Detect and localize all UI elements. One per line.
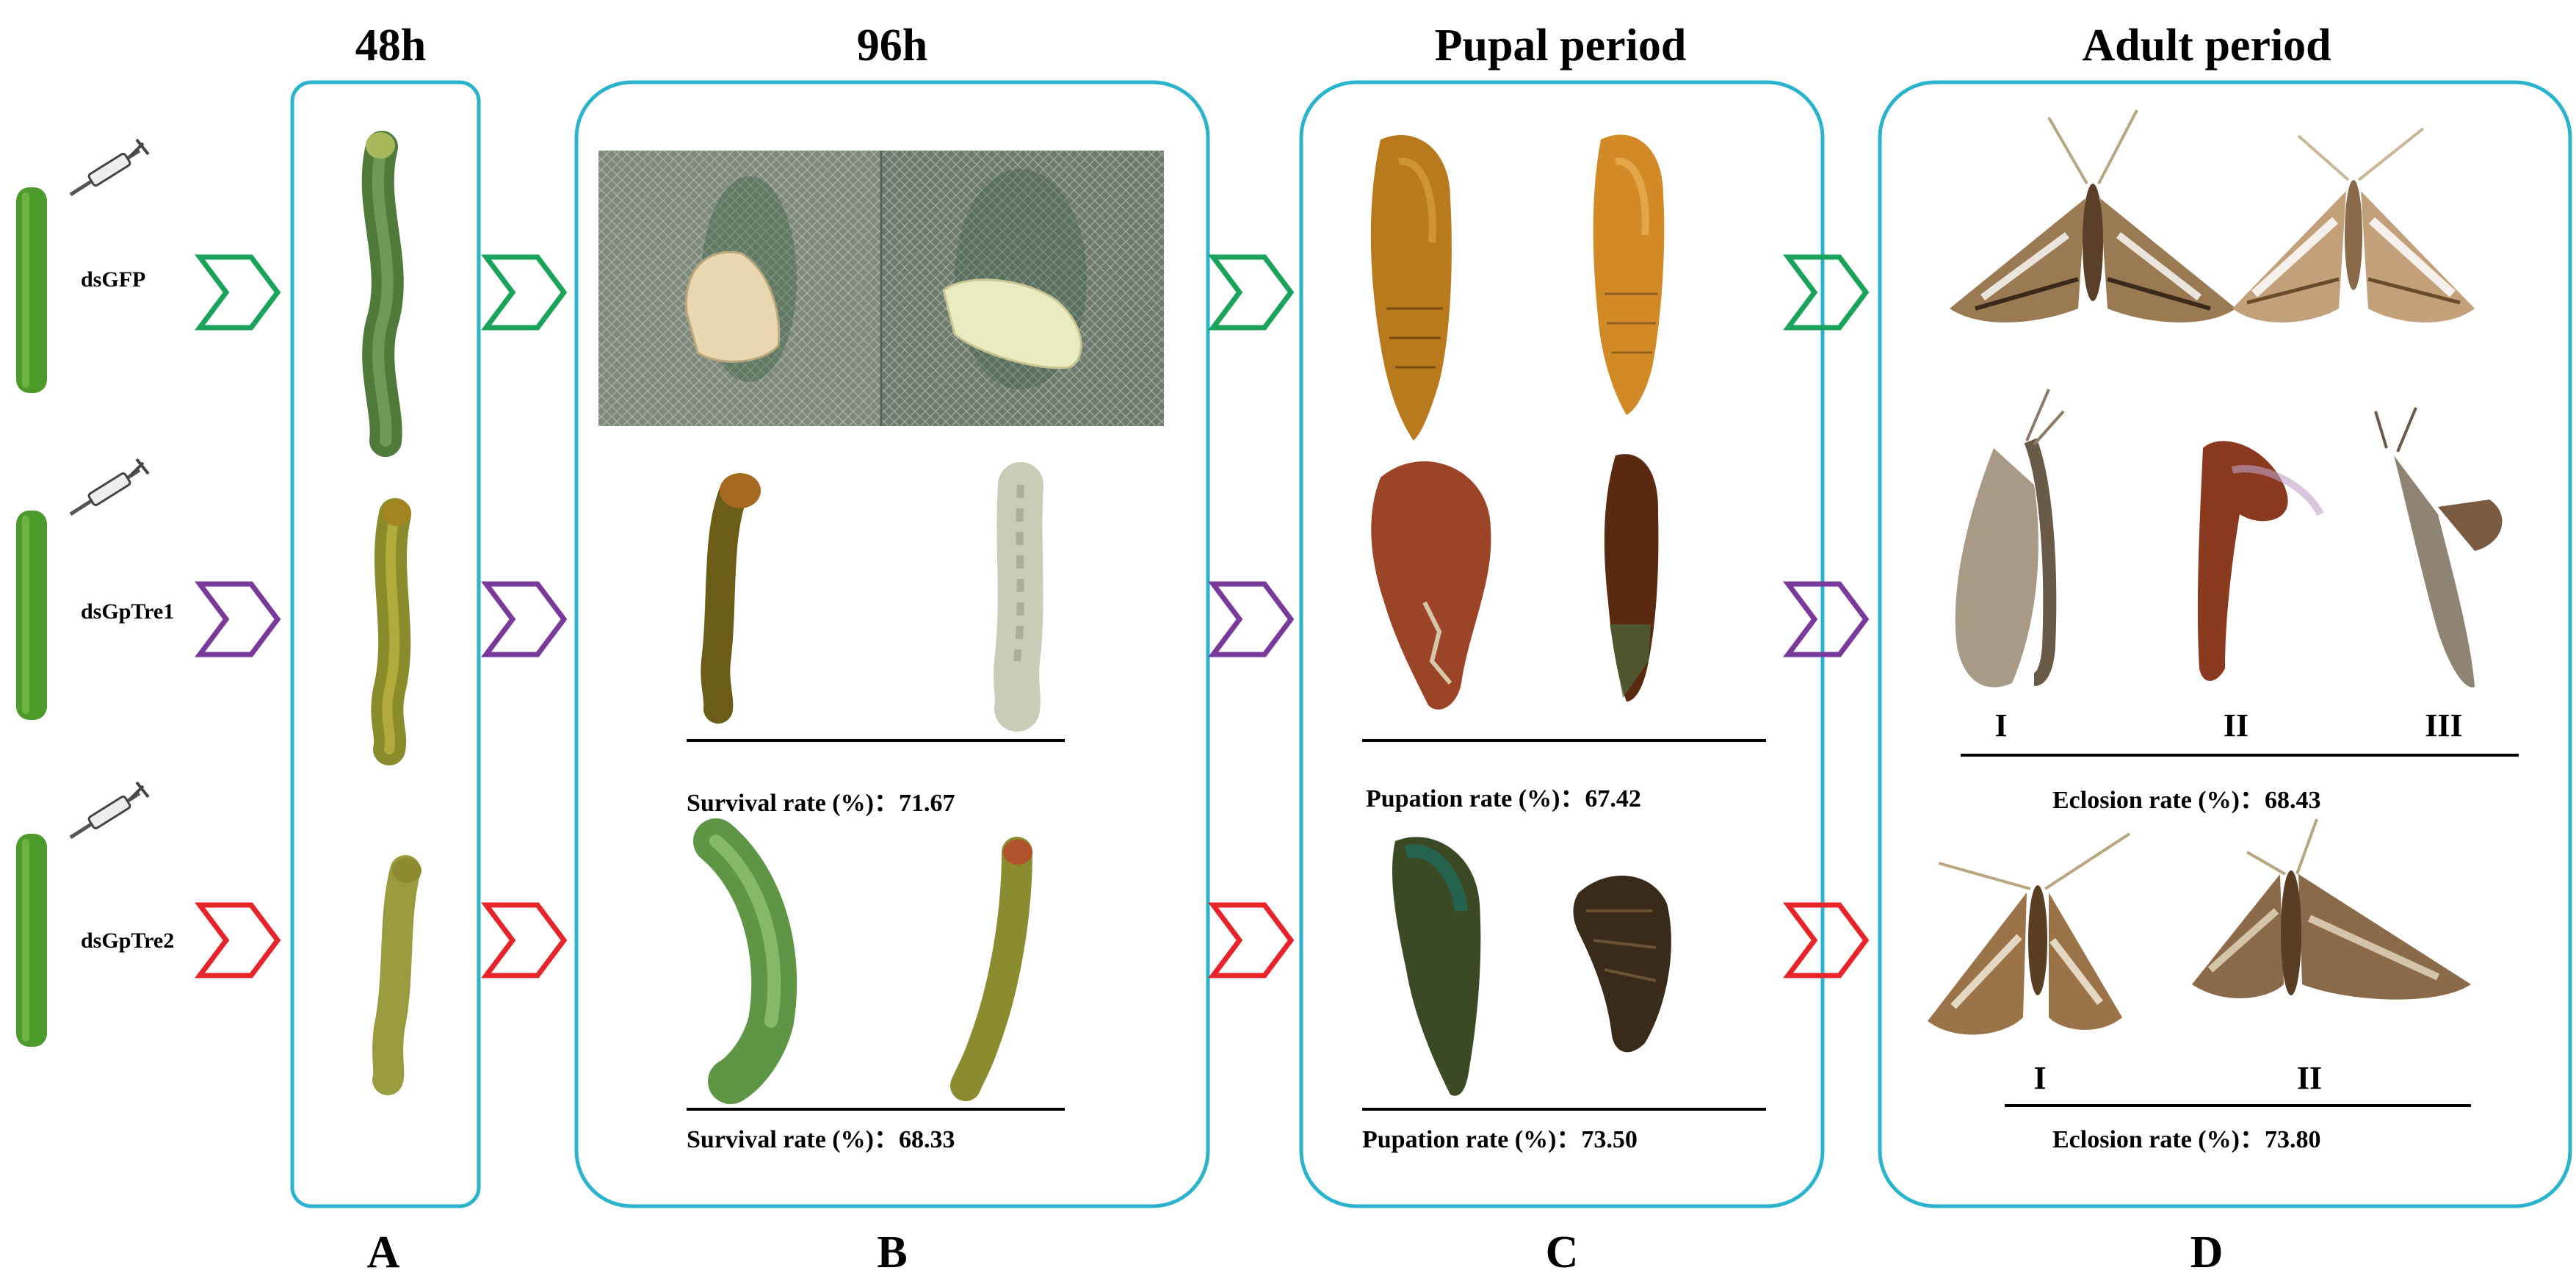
syringe-icon (69, 458, 150, 516)
moth-dsgfp-a (1950, 109, 2236, 322)
injected-larva-dsgptre2: dsGpTre2 (16, 781, 174, 1047)
column-title-adult: Adult period (2082, 21, 2331, 71)
phenotype-label-iii: III (2425, 707, 2462, 743)
panel-box-d (1878, 80, 2572, 1208)
treatment-label-dsgfp: dsGFP (81, 267, 145, 292)
pupa-dsgptre1-b (1604, 454, 1659, 702)
chevron-icon (481, 581, 568, 657)
panel-label-b: B (877, 1227, 907, 1277)
chevron-icon (1783, 902, 1870, 978)
chevron-icon (195, 902, 281, 978)
panel-box-a (290, 80, 481, 1208)
larva-96h-dsgptre1-a (701, 473, 761, 724)
moth-dsgptre1-iii (2374, 407, 2503, 688)
chevron-icon (1208, 254, 1295, 331)
moth-dsgptre2-i (1928, 832, 2131, 1035)
treatment-label-dsgptre2: dsGpTre2 (81, 929, 174, 953)
phenotype-label-ii: II (2224, 707, 2248, 743)
moth-dsgptre2-ii (2192, 818, 2471, 1000)
pupa-dsgptre2-a (1392, 837, 1481, 1096)
chevron-icon (195, 254, 281, 331)
survival-rate-dsgptre1: Survival rate (%)：71.67 (687, 790, 955, 817)
pupation-rate-dsgptre2: Pupation rate (%)：73.50 (1362, 1126, 1638, 1153)
chevron-icon (1783, 254, 1870, 331)
injected-larva-dsgfp: dsGFP (16, 138, 150, 393)
pupa-dsgfp-a (1370, 134, 1452, 441)
chevron-arrows (195, 254, 1870, 978)
moth-dsgfp-b (2232, 127, 2475, 322)
syringe-icon (69, 138, 150, 197)
larva-48h-dsgfp (361, 131, 404, 457)
moth-dsgptre1-ii (2197, 441, 2324, 681)
phenotype-label-i: I (1994, 707, 2007, 743)
panel-label-a: A (367, 1227, 400, 1277)
larva-48h-dsgptre1 (371, 498, 411, 765)
eclosion-rate-dsgptre1: Eclosion rate (%)：68.43 (2052, 787, 2320, 814)
treatment-label-dsgptre1: dsGpTre1 (81, 599, 174, 624)
larva-96h-dsgptre1-b (994, 462, 1043, 732)
chevron-icon (481, 254, 568, 331)
column-title-pupal: Pupal period (1435, 21, 1687, 71)
larva-48h-dsgptre2 (372, 855, 422, 1095)
panel-box-b (574, 80, 1210, 1208)
panel-label-c: C (1546, 1227, 1579, 1277)
survival-rate-dsgptre2: Survival rate (%)：68.33 (687, 1126, 955, 1153)
column-title-96h: 96h (857, 21, 927, 71)
injected-larva-dsgptre1: dsGpTre1 (16, 458, 174, 720)
chevron-icon (1208, 902, 1295, 978)
panel-box-c (1299, 80, 1825, 1208)
chevron-icon (1783, 581, 1870, 657)
chevron-icon (481, 902, 568, 978)
pupation-rate-dsgptre1: Pupation rate (%)：67.42 (1366, 785, 1641, 812)
chevron-icon (1208, 581, 1295, 657)
column-title-48h: 48h (355, 21, 426, 71)
moth-dsgptre1-i (1955, 389, 2065, 688)
eclosion-rate-dsgptre2: Eclosion rate (%)：73.80 (2052, 1126, 2320, 1153)
larva-96h-dsgptre2-b (950, 837, 1032, 1101)
phenotype-label-i: I (2033, 1060, 2046, 1096)
pupa-dsgptre2-b (1573, 876, 1671, 1053)
syringe-icon (69, 781, 150, 840)
photo-96h-dsgfp (598, 151, 1164, 426)
panel-label-d: D (2190, 1227, 2224, 1277)
pupa-dsgfp-b (1593, 134, 1665, 416)
pupa-dsgptre1-a (1371, 461, 1491, 710)
phenotype-label-ii: II (2297, 1060, 2322, 1096)
larva-96h-dsgptre2-a (693, 818, 797, 1104)
chevron-icon (195, 581, 281, 657)
